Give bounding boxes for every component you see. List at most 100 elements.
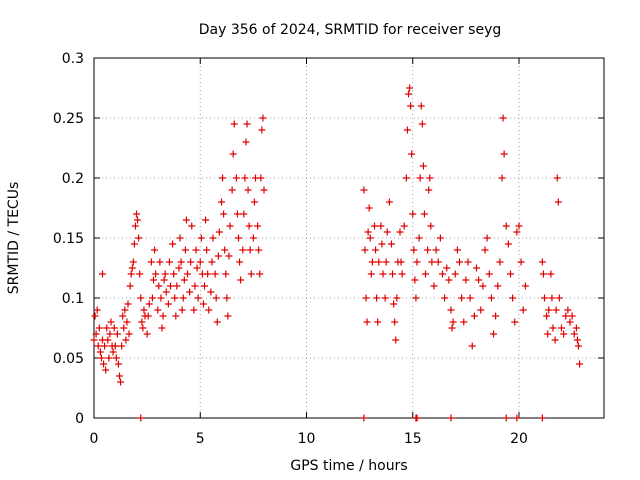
data-point <box>434 258 442 266</box>
data-point <box>426 174 434 182</box>
data-point <box>219 174 227 182</box>
data-point <box>220 210 228 218</box>
data-point <box>91 312 99 320</box>
data-point <box>509 294 517 302</box>
data-point <box>468 342 476 350</box>
data-point <box>383 228 391 236</box>
data-point <box>170 270 178 278</box>
data-points <box>90 84 584 422</box>
data-point <box>193 264 201 272</box>
data-point <box>425 186 433 194</box>
data-point <box>407 102 415 110</box>
data-point <box>403 126 411 134</box>
data-point <box>106 330 114 338</box>
data-point <box>120 324 128 332</box>
x-ticks: 0 5 10 15 20 <box>90 58 528 447</box>
data-point <box>139 324 147 332</box>
zero-data-point <box>413 414 421 422</box>
data-point <box>549 324 557 332</box>
data-point <box>560 330 568 338</box>
data-point <box>396 228 404 236</box>
data-point <box>539 270 547 278</box>
data-point <box>371 222 378 230</box>
data-point <box>122 336 130 344</box>
data-point <box>127 270 135 278</box>
data-point <box>162 288 170 296</box>
y-tick-label: 0.1 <box>62 291 84 307</box>
data-point <box>439 270 446 278</box>
data-point <box>393 294 401 302</box>
data-point <box>250 198 258 206</box>
data-point <box>204 270 212 278</box>
data-point <box>415 234 423 242</box>
data-point <box>500 150 508 158</box>
data-point <box>513 228 521 236</box>
data-point <box>385 198 393 206</box>
data-point <box>255 246 263 254</box>
zero-data-point <box>447 414 455 422</box>
data-point <box>222 270 230 278</box>
data-point <box>416 174 424 182</box>
x-tick-label: 10 <box>298 431 316 447</box>
data-point <box>381 294 389 302</box>
data-point <box>172 312 180 320</box>
data-point <box>137 294 145 302</box>
data-point <box>203 246 211 254</box>
data-point <box>138 318 146 326</box>
data-point <box>245 222 253 230</box>
data-point <box>96 348 104 356</box>
data-point <box>420 210 428 218</box>
data-point <box>398 270 406 278</box>
data-point <box>113 330 121 338</box>
chart-title: Day 356 of 2024, SRMTID for receiver sey… <box>199 22 502 38</box>
data-point <box>192 246 200 254</box>
data-point <box>485 270 493 278</box>
data-point <box>259 114 267 122</box>
data-point <box>487 294 495 302</box>
data-point <box>214 252 222 260</box>
data-point <box>543 312 551 320</box>
data-point <box>230 120 238 128</box>
data-point <box>552 306 560 314</box>
data-point <box>519 306 527 314</box>
data-point <box>443 264 451 272</box>
data-point <box>102 366 110 374</box>
data-point <box>90 336 98 344</box>
zero-data-point <box>137 414 145 422</box>
x-tick-label: 15 <box>404 431 422 447</box>
data-point <box>244 186 252 194</box>
data-point <box>548 294 556 302</box>
y-tick-label: 0.05 <box>53 351 84 367</box>
data-point <box>110 324 118 332</box>
data-point <box>156 258 164 266</box>
data-point <box>470 312 478 320</box>
data-point <box>554 198 562 206</box>
data-point <box>187 258 195 266</box>
data-point <box>249 234 257 242</box>
data-point <box>551 336 559 344</box>
data-point <box>126 282 134 290</box>
data-point <box>363 318 371 326</box>
data-point <box>422 270 429 278</box>
data-point <box>124 300 132 308</box>
data-point <box>247 270 255 278</box>
data-point <box>460 318 468 326</box>
data-point <box>256 270 264 278</box>
data-point <box>161 270 169 278</box>
x-tick-label: 5 <box>196 431 205 447</box>
zero-data-point <box>502 414 510 422</box>
data-point <box>145 300 153 308</box>
data-point <box>409 210 417 218</box>
data-point <box>125 330 133 338</box>
data-point <box>417 102 425 110</box>
data-point <box>229 150 237 158</box>
data-point <box>205 306 213 314</box>
data-point <box>515 222 523 230</box>
data-point <box>453 246 461 254</box>
data-point <box>123 318 131 326</box>
data-point <box>477 306 485 314</box>
data-point <box>131 222 139 230</box>
data-point <box>397 258 405 266</box>
data-point <box>119 312 127 320</box>
data-point <box>499 114 507 122</box>
